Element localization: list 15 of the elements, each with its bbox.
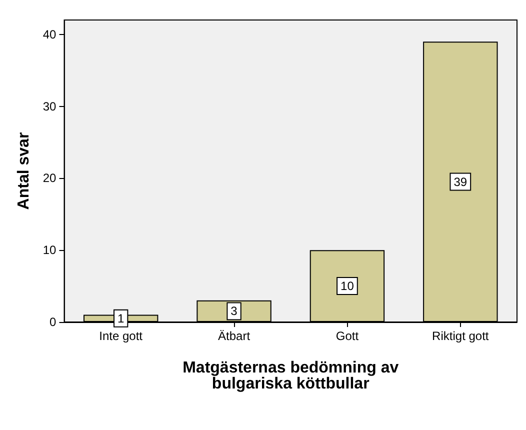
y-axis-title: Antal svar	[16, 132, 32, 210]
y-tick-label: 30	[42, 99, 57, 114]
x-axis-title: Matgästernas bedömning av bulgariska köttbullar	[182, 360, 399, 392]
y-tick-label: 10	[42, 243, 57, 258]
x-tick-label: Gott	[336, 329, 360, 343]
x-tick-label: Riktigt gott	[432, 329, 490, 343]
y-tick-label: 20	[42, 171, 57, 186]
y-tick-label: 40	[42, 27, 57, 42]
x-tick-label: Ätbart	[218, 329, 251, 343]
data-label: 3	[230, 304, 238, 318]
data-label: 1	[118, 311, 124, 326]
data-label: 39	[454, 174, 468, 189]
y-tick-label: 0	[50, 315, 57, 329]
x-tick-label: Inte gott	[99, 329, 144, 343]
data-label: 10	[340, 279, 354, 294]
